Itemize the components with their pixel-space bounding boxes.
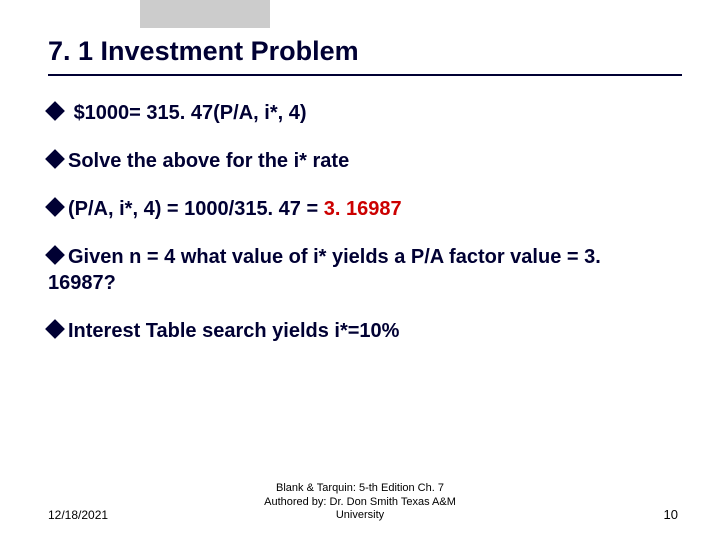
slide-content: $1000= 315. 47(P/A, i*, 4) Solve the abo… [48,100,672,366]
footer-line: Blank & Tarquin: 5-th Edition Ch. 7 [276,482,444,494]
footer-line: Authored by: Dr. Don Smith Texas A&M [264,496,456,508]
footer-attribution: Blank & Tarquin: 5-th Edition Ch. 7 Auth… [264,482,456,522]
diamond-icon [45,197,65,217]
bullet-item: Given n = 4 what value of i* yields a P/… [48,244,672,296]
footer-date: 12/18/2021 [48,508,108,522]
diamond-icon [45,149,65,169]
bullet-item: $1000= 315. 47(P/A, i*, 4) [48,100,672,126]
title-underline [48,74,682,76]
bullet-text: Interest Table search yields i*=10% [68,320,399,342]
bullet-text: (P/A, i*, 4) = 1000/315. 47 = [68,198,324,220]
diamond-icon [45,101,65,121]
footer-page-number: 10 [664,507,678,522]
bullet-highlight: 3. 16987 [324,198,402,220]
bullet-item: Interest Table search yields i*=10% [48,318,672,344]
footer-line: University [336,509,384,521]
slide-title: 7. 1 Investment Problem [48,36,359,67]
bullet-text: Solve the above for the i* rate [68,150,349,172]
bullet-text: Given n = 4 what value of i* yields a P/… [48,246,601,294]
bullet-text: $1000= 315. 47(P/A, i*, 4) [74,102,307,124]
diamond-icon [45,319,65,339]
bullet-item: (P/A, i*, 4) = 1000/315. 47 = 3. 16987 [48,196,672,222]
diamond-icon [45,245,65,265]
accent-bar [140,0,270,28]
bullet-item: Solve the above for the i* rate [48,148,672,174]
